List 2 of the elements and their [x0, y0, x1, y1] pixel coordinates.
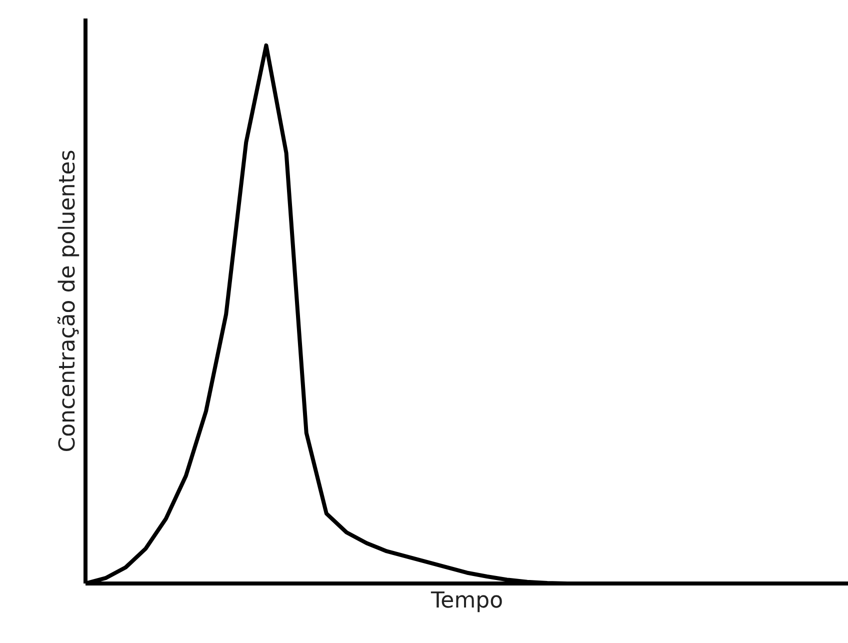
x-axis-title: Tempo: [430, 588, 504, 614]
y-axis-title: Concentração de poluentes: [56, 150, 80, 452]
